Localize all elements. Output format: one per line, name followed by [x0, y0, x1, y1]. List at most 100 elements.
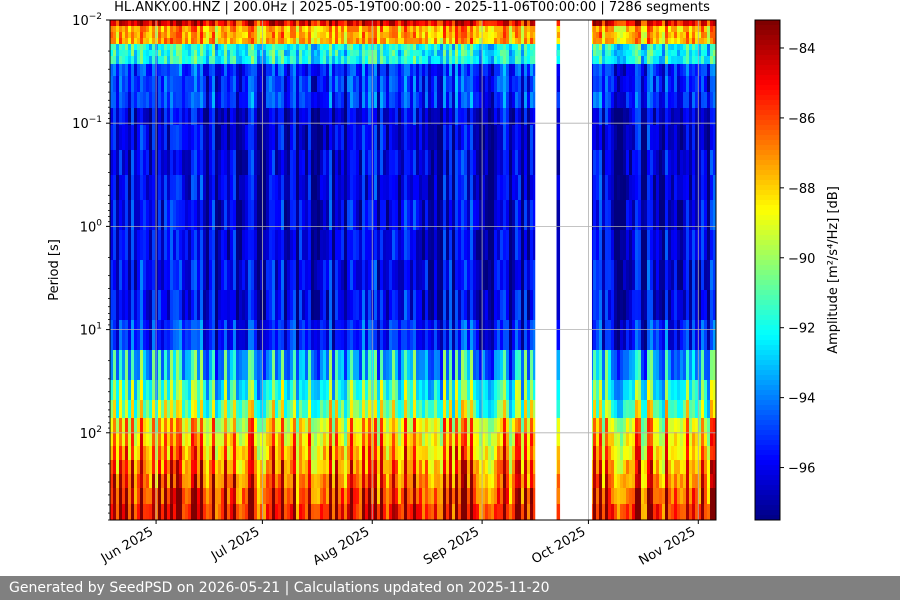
- spectrogram-cell: [161, 290, 165, 320]
- spectrogram-cell: [365, 50, 369, 56]
- spectrogram-cell: [245, 150, 249, 175]
- spectrogram-cell: [203, 446, 207, 460]
- spectrogram-cell: [260, 446, 264, 460]
- spectrogram-cell: [533, 350, 537, 380]
- spectrogram-cell: [392, 76, 396, 92]
- spectrogram-cell: [533, 125, 537, 150]
- spectrogram-cell: [224, 38, 228, 44]
- spectrogram-cell: [326, 504, 330, 520]
- spectrogram-cell: [194, 446, 198, 460]
- spectrogram-column: [245, 20, 249, 520]
- spectrogram-cell: [524, 125, 528, 150]
- spectrogram-column: [254, 20, 258, 520]
- spectrogram-column: [260, 20, 264, 520]
- spectrogram-cell: [332, 64, 336, 76]
- spectrogram-cell: [602, 290, 606, 320]
- spectrogram-cell: [278, 200, 282, 230]
- spectrogram-cell: [197, 56, 201, 64]
- spectrogram-cell: [377, 64, 381, 76]
- spectrogram-cell: [374, 432, 378, 446]
- spectrogram-cell: [335, 38, 339, 44]
- spectrogram-cell: [596, 175, 600, 200]
- spectrogram-column: [515, 20, 519, 520]
- spectrogram-cell: [407, 418, 411, 432]
- spectrogram-cell: [596, 200, 600, 230]
- spectrogram-cell: [500, 230, 504, 260]
- spectrogram-cell: [359, 460, 363, 474]
- spectrogram-cell: [152, 50, 156, 56]
- spectrogram-cell: [179, 432, 183, 446]
- spectrogram-cell: [329, 108, 333, 125]
- spectrogram-cell: [278, 38, 282, 44]
- spectrogram-cell: [257, 108, 261, 125]
- spectrogram-cell: [278, 380, 282, 400]
- spectrogram-cell: [440, 125, 444, 150]
- spectrogram-cell: [386, 175, 390, 200]
- spectrogram-cell: [179, 230, 183, 260]
- spectrogram-cell: [527, 26, 531, 32]
- spectrogram-cell: [320, 200, 324, 230]
- spectrogram-cell: [125, 260, 129, 290]
- spectrogram-cell: [407, 446, 411, 460]
- spectrogram-cell: [506, 108, 510, 125]
- spectrogram-cell: [401, 175, 405, 200]
- spectrogram-cell: [557, 92, 561, 108]
- spectrogram-cell: [152, 26, 156, 32]
- spectrogram-cell: [239, 474, 243, 488]
- spectrogram-cell: [173, 380, 177, 400]
- spectrogram-cell: [146, 320, 150, 350]
- spectrogram-cell: [110, 446, 114, 460]
- spectrogram-cell: [524, 474, 528, 488]
- spectrogram-cell: [431, 260, 435, 290]
- spectrogram-cell: [413, 76, 417, 92]
- spectrogram-cell: [230, 488, 234, 504]
- spectrogram-cell: [140, 350, 144, 380]
- spectrogram-cell: [443, 108, 447, 125]
- spectrogram-cell: [161, 432, 165, 446]
- spectrogram-cell: [473, 108, 477, 125]
- spectrogram-column: [389, 20, 393, 520]
- spectrogram-cell: [146, 488, 150, 504]
- spectrogram-cell: [344, 504, 348, 520]
- spectrogram-cell: [281, 76, 285, 92]
- spectrogram-cell: [287, 175, 291, 200]
- spectrogram-cell: [119, 44, 123, 50]
- spectrogram-cell: [329, 320, 333, 350]
- spectrogram-cell: [473, 400, 477, 418]
- spectrogram-cell: [401, 320, 405, 350]
- spectrogram-cell: [467, 230, 471, 260]
- spectrogram-cell: [233, 108, 237, 125]
- spectrogram-cell: [494, 76, 498, 92]
- spectrogram-cell: [134, 38, 138, 44]
- spectrogram-cell: [413, 474, 417, 488]
- spectrogram-cell: [218, 44, 222, 50]
- spectrogram-cell: [527, 125, 531, 150]
- spectrogram-cell: [164, 175, 168, 200]
- spectrogram-cell: [305, 175, 309, 200]
- spectrogram-cell: [503, 200, 507, 230]
- spectrogram-cell: [416, 230, 420, 260]
- spectrogram-cell: [320, 432, 324, 446]
- spectrogram-cell: [320, 350, 324, 380]
- spectrogram-cell: [527, 418, 531, 432]
- spectrogram-cell: [365, 64, 369, 76]
- spectrogram-cell: [515, 504, 519, 520]
- spectrogram-cell: [158, 380, 162, 400]
- spectrogram-cell: [356, 400, 360, 418]
- spectrogram-cell: [359, 38, 363, 44]
- spectrogram-cell: [326, 418, 330, 432]
- spectrogram-cell: [272, 380, 276, 400]
- spectrogram-cell: [503, 290, 507, 320]
- spectrogram-cell: [167, 200, 171, 230]
- spectrogram-cell: [347, 175, 351, 200]
- spectrogram-cell: [410, 350, 414, 380]
- spectrogram-cell: [206, 175, 210, 200]
- spectrogram-cell: [524, 350, 528, 380]
- spectrogram-cell: [428, 380, 432, 400]
- spectrogram-cell: [557, 32, 561, 38]
- spectrogram-cell: [452, 20, 456, 26]
- spectrogram-cell: [194, 50, 198, 56]
- spectrogram-cell: [197, 488, 201, 504]
- spectrogram-cell: [485, 20, 489, 26]
- spectrogram-cell: [260, 50, 264, 56]
